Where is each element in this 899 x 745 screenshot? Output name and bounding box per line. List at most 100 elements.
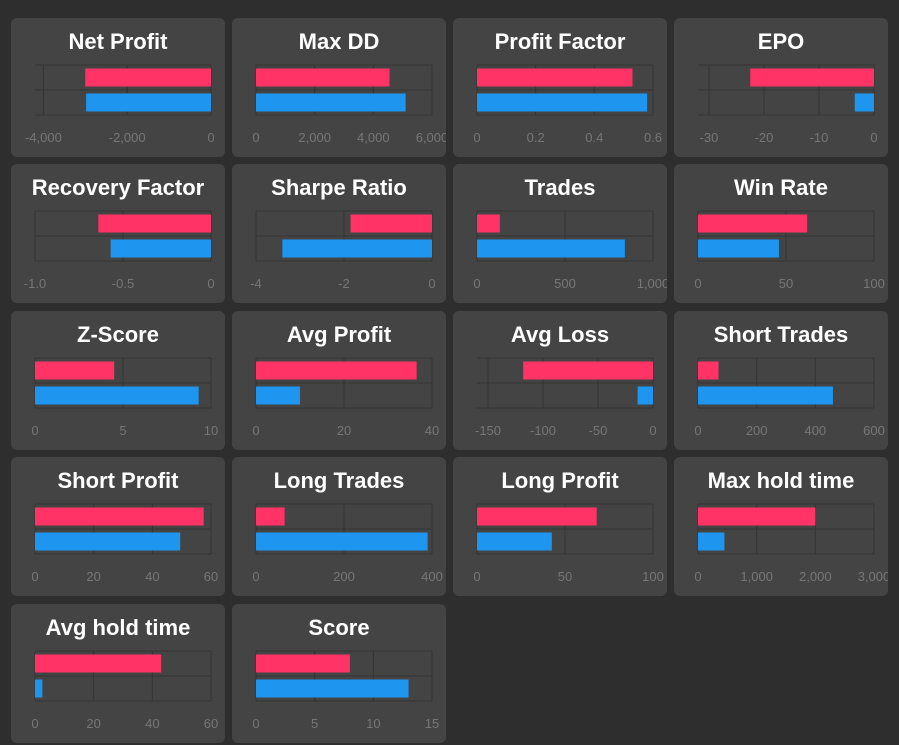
x-tick-label: 4,000 [357,130,390,145]
x-tick-label: 40 [145,569,159,584]
z-score-chart-card: Z-Score 0 5 10 [11,311,225,450]
x-tick-label: 20 [86,716,100,731]
trades-bar-1 [477,214,500,233]
x-tick-label: 6,000 [416,130,446,145]
x-tick-label: 0 [649,423,656,438]
x-tick-label: -10 [810,130,829,145]
x-tick-label: -0.5 [112,276,134,291]
avg-profit-bar-2 [256,386,300,405]
x-tick-label: 0 [252,569,259,584]
x-tick-label: 0 [252,130,259,145]
max-dd-bar-1 [256,68,390,87]
x-tick-label: 0 [870,130,877,145]
recovery-factor-bar-1 [98,214,211,233]
short-profit-chart-card: Short Profit 0 20 40 60 [11,457,225,596]
sharpe-ratio-bar-1 [350,214,432,233]
x-tick-label: 0.2 [527,130,545,145]
x-tick-label: 3,000 [858,569,888,584]
x-tick-label: 15 [425,716,439,731]
max-dd-bar-chart: 0 2,000 4,000 6,000 [252,64,446,145]
avg-profit-bar-chart: 0 20 40 [252,357,439,438]
long-trades-bar-chart: 0 200 400 [252,503,443,584]
sharpe-ratio-chart-card: Sharpe Ratio -4 -2 0 [232,164,446,303]
short-profit-bar-1 [35,507,204,526]
x-tick-label: 20 [337,423,351,438]
x-tick-label: -1.0 [24,276,46,291]
x-tick-label: 0.6 [644,130,662,145]
net-profit-bar-chart: -4,000 -2,000 0 [25,64,215,145]
max-dd-chart-card: Max DD 0 2,000 4,000 6,000 [232,18,446,157]
x-tick-label: 200 [333,569,355,584]
sharpe-ratio-bar-2 [282,239,432,258]
x-tick-label: -2,000 [109,130,146,145]
short-profit-bar-chart: 0 20 40 60 [31,503,218,584]
score-chart-card: Score 0 5 10 15 [232,604,446,743]
x-tick-label: 40 [425,423,439,438]
recovery-factor-bar-2 [110,239,211,258]
long-profit-bar-chart: 0 50 100 [473,503,664,584]
recovery-factor-chart-title: Recovery Factor [31,175,205,200]
win-rate-bar-chart: 0 50 100 [694,210,885,291]
x-tick-label: 0 [31,423,38,438]
x-tick-label: 0 [473,569,480,584]
short-profit-chart-title: Short Profit [57,468,179,493]
profit-factor-bar-chart: 0 0.2 0.4 0.6 [473,64,662,145]
avg-profit-chart-title: Avg Profit [286,322,392,347]
x-tick-label: -30 [700,130,719,145]
profit-factor-bar-2 [477,93,648,112]
long-profit-bar-1 [477,507,597,526]
recovery-factor-bar-chart: -1.0 -0.5 0 [24,210,215,291]
x-tick-label: 0 [694,423,701,438]
avg-loss-bar-1 [523,361,653,380]
x-tick-label: 1,000 [740,569,773,584]
recovery-factor-chart-card: Recovery Factor -1.0 -0.5 0 [11,164,225,303]
x-tick-label: 0 [473,130,480,145]
trades-bar-2 [477,239,625,258]
short-trades-bar-chart: 0 200 400 600 [694,357,885,438]
epo-bar-1 [750,68,874,87]
max-dd-chart-title: Max DD [298,29,380,54]
x-tick-label: 600 [863,423,885,438]
x-tick-label: -50 [589,423,608,438]
win-rate-chart-title: Win Rate [734,175,828,200]
x-tick-label: 5 [119,423,126,438]
x-tick-label: 0 [31,569,38,584]
x-tick-label: -2 [338,276,350,291]
x-tick-label: 100 [642,569,664,584]
z-score-bar-1 [35,361,115,380]
sharpe-ratio-chart-title: Sharpe Ratio [271,175,407,200]
long-profit-bar-2 [477,532,552,551]
x-tick-label: 20 [86,569,100,584]
x-tick-label: 200 [746,423,768,438]
z-score-bar-chart: 0 5 10 [31,357,218,438]
x-tick-label: 500 [554,276,576,291]
score-chart-title: Score [308,615,370,640]
win-rate-bar-1 [698,214,808,233]
x-tick-label: 5 [311,716,318,731]
x-tick-label: 40 [145,716,159,731]
avg-hold-time-chart-title: Avg hold time [45,615,191,640]
max-hold-time-bar-chart: 0 1,000 2,000 3,000 [694,503,888,584]
avg-hold-time-bar-chart: 0 20 40 60 [31,650,218,731]
win-rate-bar-2 [698,239,779,258]
short-trades-chart-title: Short Trades [713,322,849,347]
long-trades-bar-1 [256,507,285,526]
max-hold-time-chart-card: Max hold time 0 1,000 2,000 3,000 [674,457,888,596]
x-tick-label: 1,000 [637,276,667,291]
epo-bar-2 [854,93,874,112]
x-tick-label: 0 [428,276,435,291]
avg-loss-bar-chart: -150 -100 -50 0 [475,357,657,438]
x-tick-label: -4,000 [25,130,62,145]
z-score-bar-2 [35,386,199,405]
max-hold-time-bar-1 [698,507,816,526]
x-tick-label: 2,000 [799,569,832,584]
x-tick-label: -100 [530,423,556,438]
x-tick-label: 0 [31,716,38,731]
epo-chart-card: EPO -30 -20 -10 0 [674,18,888,157]
trades-chart-title: Trades [524,175,596,200]
score-bar-chart: 0 5 10 15 [252,650,439,731]
x-tick-label: 400 [804,423,826,438]
profit-factor-chart-card: Profit Factor 0 0.2 0.4 0.6 [453,18,667,157]
x-tick-label: -20 [755,130,774,145]
avg-hold-time-chart-card: Avg hold time 0 20 40 60 [11,604,225,743]
